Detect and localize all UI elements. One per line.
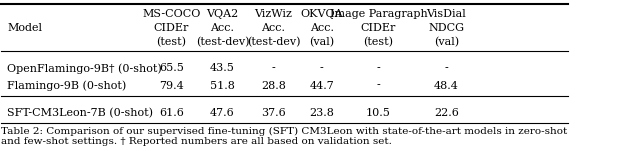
- Text: Acc.: Acc.: [211, 23, 234, 33]
- Text: 44.7: 44.7: [309, 80, 334, 90]
- Text: -: -: [376, 80, 380, 90]
- Text: CIDEr: CIDEr: [361, 23, 396, 33]
- Text: 28.8: 28.8: [261, 80, 286, 90]
- Text: 61.6: 61.6: [159, 108, 184, 118]
- Text: Image Paragraph: Image Paragraph: [330, 9, 428, 19]
- Text: -: -: [445, 63, 449, 73]
- Text: VQA2: VQA2: [206, 9, 239, 19]
- Text: -: -: [376, 63, 380, 73]
- Text: CIDEr: CIDEr: [154, 23, 189, 33]
- Text: Flamingo-9B (0-shot): Flamingo-9B (0-shot): [7, 80, 126, 91]
- Text: (val): (val): [434, 37, 459, 48]
- Text: VisDial: VisDial: [427, 9, 467, 19]
- Text: MS-COCO: MS-COCO: [142, 9, 201, 19]
- Text: 48.4: 48.4: [434, 80, 459, 90]
- Text: SFT-CM3Leon-7B (0-shot): SFT-CM3Leon-7B (0-shot): [7, 108, 153, 118]
- Text: (test-dev): (test-dev): [247, 37, 300, 48]
- Text: 65.5: 65.5: [159, 63, 184, 73]
- Text: 23.8: 23.8: [309, 108, 334, 118]
- Text: Acc.: Acc.: [262, 23, 285, 33]
- Text: 22.6: 22.6: [434, 108, 459, 118]
- Text: 47.6: 47.6: [210, 108, 235, 118]
- Text: VizWiz: VizWiz: [255, 9, 292, 19]
- Text: (test): (test): [364, 37, 394, 48]
- Text: (test): (test): [157, 37, 186, 48]
- Text: 10.5: 10.5: [366, 108, 391, 118]
- Text: NDCG: NDCG: [428, 23, 465, 33]
- Text: Model: Model: [7, 23, 42, 33]
- Text: 51.8: 51.8: [210, 80, 235, 90]
- Text: Acc.: Acc.: [310, 23, 333, 33]
- Text: Table 2: Comparison of our supervised fine-tuning (SFT) CM3Leon with state-of-th: Table 2: Comparison of our supervised fi…: [1, 127, 568, 146]
- Text: OKVQA: OKVQA: [300, 9, 343, 19]
- Text: 43.5: 43.5: [210, 63, 235, 73]
- Text: OpenFlamingo-9B† (0-shot): OpenFlamingo-9B† (0-shot): [7, 63, 162, 74]
- Text: (test-dev): (test-dev): [196, 37, 249, 48]
- Text: -: -: [320, 63, 324, 73]
- Text: 37.6: 37.6: [261, 108, 286, 118]
- Text: 79.4: 79.4: [159, 80, 184, 90]
- Text: (val): (val): [309, 37, 334, 48]
- Text: -: -: [271, 63, 275, 73]
